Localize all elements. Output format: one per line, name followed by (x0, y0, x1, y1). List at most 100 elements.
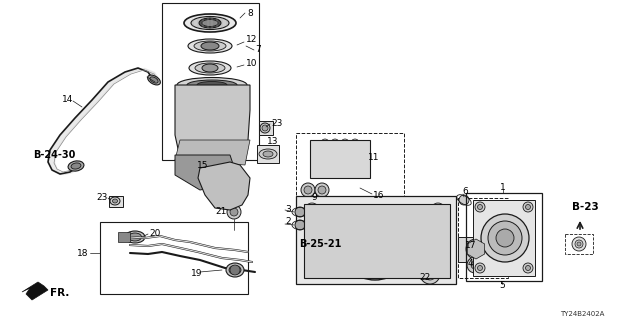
Ellipse shape (68, 161, 84, 171)
Ellipse shape (194, 41, 226, 51)
Circle shape (217, 174, 223, 180)
Ellipse shape (199, 18, 221, 28)
Bar (296, 196, 456, 284)
Polygon shape (175, 85, 250, 158)
Circle shape (295, 207, 305, 217)
Circle shape (234, 186, 246, 198)
Circle shape (308, 264, 316, 272)
Circle shape (230, 265, 240, 275)
Text: 11: 11 (368, 153, 380, 162)
Circle shape (523, 263, 533, 273)
Circle shape (305, 261, 319, 275)
Polygon shape (198, 162, 250, 210)
Text: 6: 6 (462, 188, 468, 196)
Text: 22: 22 (419, 274, 430, 283)
Circle shape (340, 210, 410, 280)
Text: 20: 20 (149, 228, 161, 237)
Circle shape (424, 268, 436, 280)
Ellipse shape (321, 147, 359, 163)
Circle shape (477, 204, 483, 210)
Circle shape (230, 208, 238, 216)
Ellipse shape (110, 197, 120, 205)
Ellipse shape (177, 77, 247, 92)
Bar (473, 200, 535, 276)
Ellipse shape (184, 14, 236, 32)
Circle shape (496, 229, 514, 247)
Ellipse shape (328, 150, 352, 160)
Ellipse shape (262, 125, 268, 131)
Circle shape (475, 263, 485, 273)
Ellipse shape (202, 64, 218, 72)
Circle shape (481, 214, 529, 262)
Text: 5: 5 (499, 281, 505, 290)
Text: 2: 2 (285, 218, 291, 227)
Circle shape (321, 139, 329, 147)
Polygon shape (118, 232, 130, 242)
Text: 8: 8 (247, 9, 253, 18)
Ellipse shape (195, 63, 225, 73)
Circle shape (308, 206, 316, 214)
Text: 3: 3 (285, 204, 291, 213)
Ellipse shape (187, 80, 237, 90)
Bar (565, 234, 593, 254)
Polygon shape (304, 204, 450, 278)
Ellipse shape (71, 163, 81, 169)
Circle shape (318, 186, 326, 194)
Circle shape (295, 220, 305, 230)
Circle shape (572, 237, 586, 251)
Text: 9: 9 (311, 194, 317, 203)
Ellipse shape (226, 263, 244, 277)
Polygon shape (310, 140, 370, 178)
Circle shape (365, 235, 385, 255)
Circle shape (315, 183, 329, 197)
Ellipse shape (315, 144, 365, 166)
Bar (458, 198, 508, 278)
Ellipse shape (188, 39, 232, 53)
Text: 17: 17 (465, 242, 477, 251)
Ellipse shape (129, 233, 141, 241)
Circle shape (331, 139, 339, 147)
Circle shape (525, 266, 531, 270)
Circle shape (471, 261, 479, 269)
Text: 19: 19 (191, 268, 202, 277)
Ellipse shape (197, 82, 227, 89)
Text: 7: 7 (255, 45, 260, 54)
Circle shape (431, 203, 445, 217)
Ellipse shape (125, 231, 145, 243)
Circle shape (420, 264, 440, 284)
Polygon shape (22, 282, 48, 300)
Circle shape (525, 204, 531, 210)
Ellipse shape (191, 17, 229, 29)
Ellipse shape (150, 77, 158, 83)
Bar (109, 196, 123, 207)
Circle shape (470, 243, 482, 255)
Polygon shape (175, 155, 235, 190)
Circle shape (434, 264, 442, 272)
Ellipse shape (148, 75, 161, 85)
Bar (296, 133, 404, 208)
Text: 23: 23 (97, 193, 108, 202)
Text: 16: 16 (373, 190, 385, 199)
Bar (162, 3, 259, 160)
Text: TY24B2402A: TY24B2402A (560, 311, 604, 317)
Ellipse shape (259, 149, 277, 159)
Text: 18: 18 (77, 249, 88, 258)
Circle shape (301, 183, 315, 197)
Circle shape (488, 221, 522, 255)
Text: 4: 4 (468, 260, 474, 268)
Circle shape (523, 202, 533, 212)
Circle shape (237, 189, 243, 195)
Bar (466, 193, 542, 281)
Ellipse shape (260, 123, 270, 133)
Text: B-23: B-23 (572, 202, 599, 212)
Circle shape (427, 271, 433, 277)
Polygon shape (175, 140, 250, 165)
Circle shape (304, 186, 312, 194)
Text: B-24-30: B-24-30 (33, 150, 76, 160)
Text: B-25-21: B-25-21 (299, 239, 341, 249)
Circle shape (466, 239, 486, 259)
Circle shape (357, 227, 393, 263)
Text: 21: 21 (215, 207, 227, 217)
Ellipse shape (333, 151, 348, 158)
Circle shape (305, 203, 319, 217)
